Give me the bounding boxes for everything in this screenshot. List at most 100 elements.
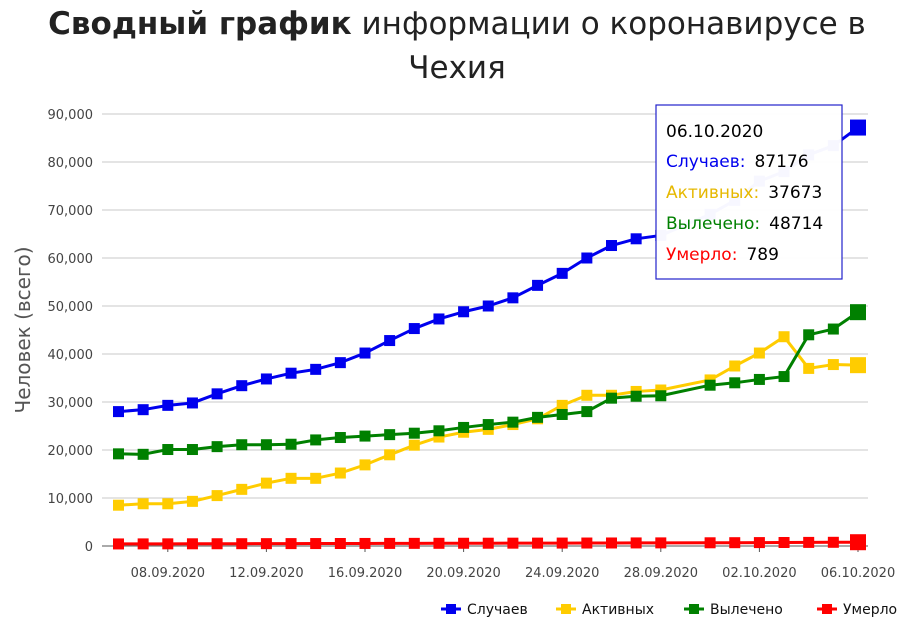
data-point[interactable] <box>753 537 765 549</box>
data-point[interactable] <box>334 357 346 369</box>
data-point[interactable] <box>729 537 741 549</box>
data-point[interactable] <box>137 538 149 550</box>
data-point[interactable] <box>211 441 223 453</box>
data-point[interactable] <box>507 416 519 428</box>
data-point[interactable] <box>310 472 322 484</box>
data-point[interactable] <box>556 408 568 420</box>
data-point[interactable] <box>384 335 396 347</box>
data-point[interactable] <box>507 537 519 549</box>
data-point[interactable] <box>211 490 223 502</box>
data-point[interactable] <box>408 537 420 549</box>
data-point[interactable] <box>803 329 815 341</box>
data-point[interactable] <box>113 499 124 511</box>
data-point[interactable] <box>186 538 198 550</box>
data-point[interactable] <box>827 323 839 335</box>
data-point[interactable] <box>458 306 470 318</box>
data-point[interactable] <box>850 304 866 321</box>
data-point[interactable] <box>655 384 667 396</box>
data-point[interactable] <box>211 538 223 550</box>
data-point[interactable] <box>162 444 174 456</box>
data-point[interactable] <box>285 367 297 379</box>
data-point[interactable] <box>137 448 149 460</box>
data-point[interactable] <box>458 421 470 433</box>
data-point[interactable] <box>433 537 445 549</box>
data-point[interactable] <box>359 430 371 442</box>
legend-item[interactable]: Умерло <box>817 602 897 618</box>
data-point[interactable] <box>285 438 297 450</box>
data-point[interactable] <box>630 390 642 402</box>
data-point[interactable] <box>334 432 346 444</box>
data-point[interactable] <box>408 439 420 451</box>
data-point[interactable] <box>556 537 568 549</box>
data-point[interactable] <box>803 536 815 548</box>
data-point[interactable] <box>581 252 593 264</box>
data-point[interactable] <box>285 472 297 484</box>
data-point[interactable] <box>482 419 494 431</box>
data-point[interactable] <box>655 537 667 549</box>
data-point[interactable] <box>850 534 866 551</box>
legend-item[interactable]: Случаев <box>441 602 528 618</box>
legend-item[interactable]: Активных <box>556 602 654 618</box>
data-point[interactable] <box>334 467 346 479</box>
data-point[interactable] <box>285 538 297 550</box>
data-point[interactable] <box>433 431 445 443</box>
data-point[interactable] <box>729 360 741 372</box>
data-point[interactable] <box>482 300 494 312</box>
data-point[interactable] <box>186 495 198 507</box>
data-point[interactable] <box>556 267 568 279</box>
data-point[interactable] <box>236 439 248 451</box>
data-point[interactable] <box>260 538 272 550</box>
data-point[interactable] <box>310 538 322 550</box>
data-point[interactable] <box>778 371 790 383</box>
data-point[interactable] <box>556 399 568 411</box>
data-point[interactable] <box>532 537 544 549</box>
data-point[interactable] <box>827 536 839 548</box>
data-point[interactable] <box>137 404 149 416</box>
data-point[interactable] <box>803 362 815 374</box>
data-point[interactable] <box>581 406 593 418</box>
data-point[interactable] <box>606 392 617 404</box>
data-point[interactable] <box>655 390 667 402</box>
data-point[interactable] <box>310 434 322 446</box>
data-point[interactable] <box>606 537 617 549</box>
data-point[interactable] <box>433 313 445 325</box>
data-point[interactable] <box>260 439 272 451</box>
data-point[interactable] <box>359 347 371 359</box>
data-point[interactable] <box>507 292 519 304</box>
data-point[interactable] <box>458 537 470 549</box>
data-point[interactable] <box>850 119 866 136</box>
data-point[interactable] <box>310 363 322 375</box>
data-point[interactable] <box>236 483 248 495</box>
data-point[interactable] <box>704 537 716 549</box>
data-point[interactable] <box>334 538 346 550</box>
data-point[interactable] <box>532 279 544 291</box>
data-point[interactable] <box>581 537 593 549</box>
data-point[interactable] <box>827 359 839 371</box>
data-point[interactable] <box>433 425 445 437</box>
data-point[interactable] <box>186 444 198 456</box>
data-point[interactable] <box>113 406 124 418</box>
data-point[interactable] <box>630 233 642 245</box>
data-point[interactable] <box>384 429 396 441</box>
legend-item[interactable]: Вылечено <box>684 602 783 618</box>
data-point[interactable] <box>482 537 494 549</box>
data-point[interactable] <box>211 388 223 400</box>
data-point[interactable] <box>236 538 248 550</box>
data-point[interactable] <box>778 536 790 548</box>
data-point[interactable] <box>186 397 198 409</box>
data-point[interactable] <box>384 449 396 461</box>
data-point[interactable] <box>704 379 716 391</box>
data-point[interactable] <box>359 459 371 471</box>
data-point[interactable] <box>113 448 124 460</box>
data-point[interactable] <box>162 538 174 550</box>
data-point[interactable] <box>778 331 790 343</box>
data-point[interactable] <box>260 477 272 489</box>
data-point[interactable] <box>630 537 642 549</box>
data-point[interactable] <box>532 411 544 423</box>
data-point[interactable] <box>384 537 396 549</box>
data-point[interactable] <box>850 357 866 374</box>
data-point[interactable] <box>729 377 741 389</box>
data-point[interactable] <box>408 323 420 335</box>
data-point[interactable] <box>162 399 174 411</box>
data-point[interactable] <box>606 240 617 252</box>
